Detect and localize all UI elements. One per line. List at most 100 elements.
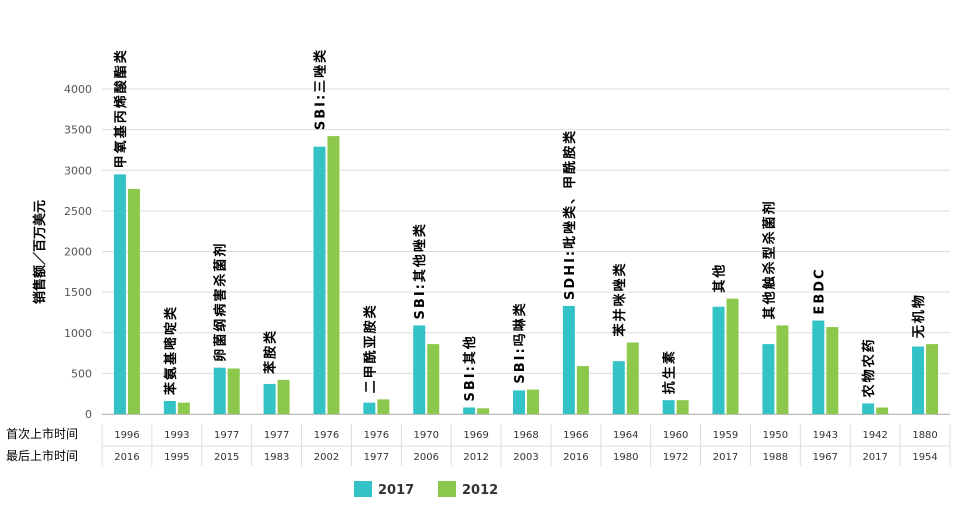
category-label: SBI:其他 xyxy=(462,334,478,401)
bar-2017 xyxy=(313,146,326,414)
bar-2012 xyxy=(327,136,340,414)
last-launch-year: 1988 xyxy=(763,452,788,463)
last-launch-year: 2017 xyxy=(713,452,738,463)
bar-2017 xyxy=(213,367,226,414)
first-launch-year: 1943 xyxy=(813,430,838,441)
bar-2012 xyxy=(676,400,689,414)
bar-2017 xyxy=(662,400,675,414)
bar-2012 xyxy=(127,188,140,414)
bar-2017 xyxy=(712,306,725,414)
category-label: 二甲酰亚胺类 xyxy=(362,303,378,393)
bar-2012 xyxy=(427,344,440,414)
bar-2017 xyxy=(163,401,176,414)
y-axis-label: 销售额／百万美元 xyxy=(32,200,48,304)
y-tick-label: 1500 xyxy=(64,286,92,299)
legend-label-2012: 2012 xyxy=(462,483,498,498)
last-launch-year: 2016 xyxy=(114,452,139,463)
first-launch-year: 1950 xyxy=(763,430,788,441)
first-launch-year: 1970 xyxy=(414,430,439,441)
category-label: 其他触杀型杀菌剂 xyxy=(761,199,777,319)
bar-2017 xyxy=(862,403,875,414)
last-launch-year: 2016 xyxy=(563,452,588,463)
first-launch-year: 1942 xyxy=(862,430,887,441)
bar-2017 xyxy=(612,361,625,414)
y-tick-label: 2500 xyxy=(64,205,92,218)
bar-2017 xyxy=(263,383,276,414)
legend-swatch-2012 xyxy=(438,481,456,497)
bar-2017 xyxy=(762,344,775,414)
bar-2017 xyxy=(812,320,825,414)
category-label: 卵菌纲病害杀菌剂 xyxy=(213,242,229,362)
y-tick-label: 500 xyxy=(71,367,92,380)
category-label: 农物农药 xyxy=(861,337,877,398)
last-launch-year: 2017 xyxy=(862,452,887,463)
bar-2012 xyxy=(726,298,739,414)
first-launch-year: 1880 xyxy=(912,430,937,441)
category-label: SBI:三唑类 xyxy=(312,48,328,130)
category-label: EBDC xyxy=(812,267,827,314)
bar-2017 xyxy=(363,402,376,414)
first-launch-year: 1966 xyxy=(563,430,588,441)
first-launch-year: 1968 xyxy=(513,430,538,441)
first-launch-year: 1960 xyxy=(663,430,688,441)
category-label: SDHI:吡唑类、甲酰胺类 xyxy=(562,129,578,300)
bar-2012 xyxy=(377,399,390,414)
first-launch-year: 1993 xyxy=(164,430,189,441)
bar-2012 xyxy=(576,366,589,414)
first-launch-year: 1964 xyxy=(613,430,638,441)
y-tick-label: 1000 xyxy=(64,327,92,340)
bar-2017 xyxy=(113,174,126,414)
legend-swatch-2017 xyxy=(354,481,372,497)
bar-2017 xyxy=(562,305,575,414)
category-label: SBI:吗啉类 xyxy=(512,301,528,383)
bar-2012 xyxy=(277,379,290,414)
category-label: SBI:其他唑类 xyxy=(412,222,428,319)
first-launch-row-label: 首次上市时间 xyxy=(6,426,78,441)
legend-label-2017: 2017 xyxy=(378,483,414,498)
first-launch-year: 1977 xyxy=(214,430,239,441)
last-launch-year: 1972 xyxy=(663,452,688,463)
last-launch-year: 2015 xyxy=(214,452,239,463)
category-label: 苯胺类 xyxy=(263,329,279,375)
category-label: 无机物 xyxy=(911,293,927,339)
category-label: 苯并咪唑类 xyxy=(612,261,628,337)
first-launch-year: 1976 xyxy=(314,430,339,441)
y-tick-label: 4000 xyxy=(64,83,92,96)
y-tick-label: 3000 xyxy=(64,164,92,177)
bar-2017 xyxy=(912,346,925,414)
bar-2012 xyxy=(776,325,789,414)
last-launch-year: 1967 xyxy=(813,452,838,463)
first-launch-year: 1996 xyxy=(114,430,139,441)
last-launch-year: 1980 xyxy=(613,452,638,463)
category-label: 苯氨基嘧啶类 xyxy=(163,305,179,396)
last-launch-year: 2003 xyxy=(513,452,538,463)
last-launch-year: 1983 xyxy=(264,452,289,463)
last-launch-year: 1954 xyxy=(912,452,937,463)
bar-2012 xyxy=(876,407,889,414)
last-launch-row-label: 最后上市时间 xyxy=(6,448,78,463)
last-launch-year: 2006 xyxy=(414,452,439,463)
category-label: 甲氧基丙烯酸酯类 xyxy=(113,48,129,168)
last-launch-year: 1995 xyxy=(164,452,189,463)
y-tick-label: 3500 xyxy=(64,124,92,137)
first-launch-year: 1977 xyxy=(264,430,289,441)
bar-2012 xyxy=(227,368,240,414)
first-launch-year: 1959 xyxy=(713,430,738,441)
bar-2017 xyxy=(513,390,525,414)
y-tick-label: 0 xyxy=(85,408,92,421)
y-tick-label: 2000 xyxy=(64,246,92,259)
bar-2012 xyxy=(477,408,490,414)
first-launch-year: 1976 xyxy=(364,430,389,441)
first-launch-year: 1969 xyxy=(463,430,488,441)
category-label: 抗生素 xyxy=(662,349,678,394)
category-label: 其他 xyxy=(712,263,728,293)
bar-2012 xyxy=(826,327,839,414)
bar-2012 xyxy=(926,344,939,414)
last-launch-year: 2002 xyxy=(314,452,339,463)
bar-2017 xyxy=(463,407,476,414)
bar-2012 xyxy=(177,402,190,414)
bar-2012 xyxy=(527,389,539,414)
last-launch-year: 2012 xyxy=(463,452,488,463)
last-launch-year: 1977 xyxy=(364,452,389,463)
